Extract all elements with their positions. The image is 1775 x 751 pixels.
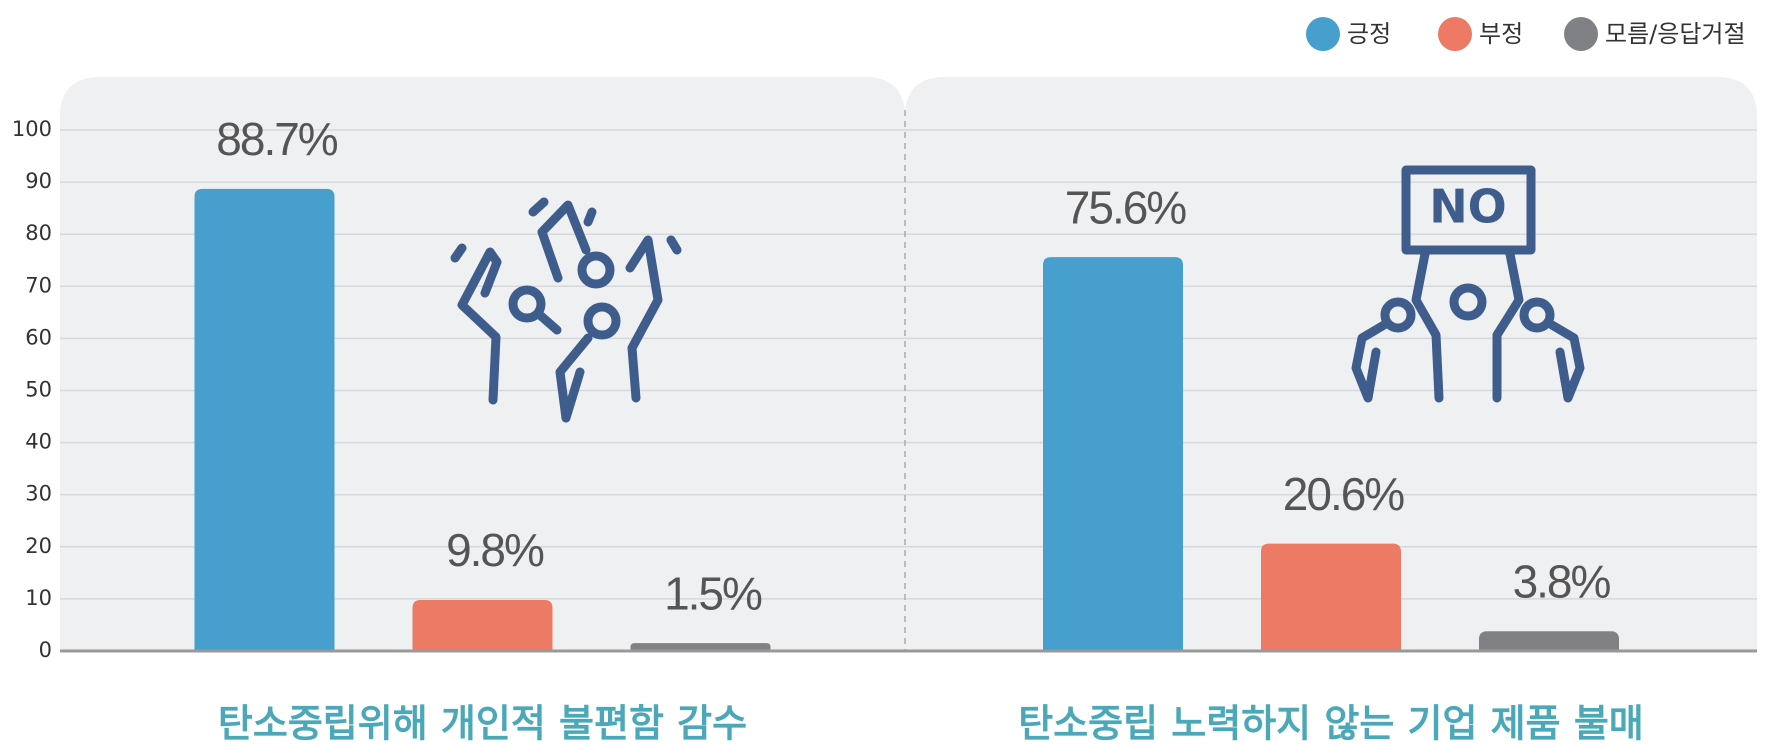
legend-label: 부정 — [1479, 20, 1523, 48]
y-tick-label: 50 — [25, 378, 52, 402]
value-label: 1.5% — [664, 567, 762, 619]
legend-label: 긍정 — [1347, 20, 1391, 48]
bar — [1043, 257, 1183, 651]
bar — [1261, 543, 1401, 651]
value-label: 88.7% — [216, 113, 338, 165]
y-tick-label: 20 — [25, 534, 52, 558]
legend-swatch — [1564, 17, 1598, 51]
y-tick-label: 90 — [25, 169, 52, 193]
value-label: 3.8% — [1513, 555, 1611, 607]
legend-swatch — [1306, 17, 1340, 51]
value-label: 75.6% — [1065, 181, 1187, 233]
bar — [1479, 631, 1619, 651]
y-tick-label: 40 — [25, 430, 52, 454]
y-tick-label: 60 — [25, 325, 52, 349]
legend-label: 모름/응답거절 — [1605, 20, 1746, 48]
y-tick-label: 10 — [25, 586, 52, 610]
bar — [194, 188, 335, 652]
icon-no-text: NO — [1429, 180, 1507, 234]
bar — [412, 599, 553, 651]
y-tick-label: 30 — [25, 482, 52, 506]
icon-cheer — [450, 197, 682, 423]
bar — [630, 643, 771, 651]
y-tick-label: 0 — [39, 638, 52, 662]
category-label: 탄소중립위해 개인적 불편함 감수 — [218, 702, 747, 746]
legend-swatch — [1438, 17, 1472, 51]
category-label: 탄소중립 노력하지 않는 기업 제품 불매 — [1018, 702, 1644, 746]
y-tick-label: 70 — [25, 273, 52, 297]
icon-no-sign — [1351, 165, 1585, 403]
y-tick-label: 100 — [12, 117, 52, 141]
value-label: 20.6% — [1283, 468, 1405, 520]
value-label: 9.8% — [446, 524, 544, 576]
y-tick-label: 80 — [25, 221, 52, 245]
